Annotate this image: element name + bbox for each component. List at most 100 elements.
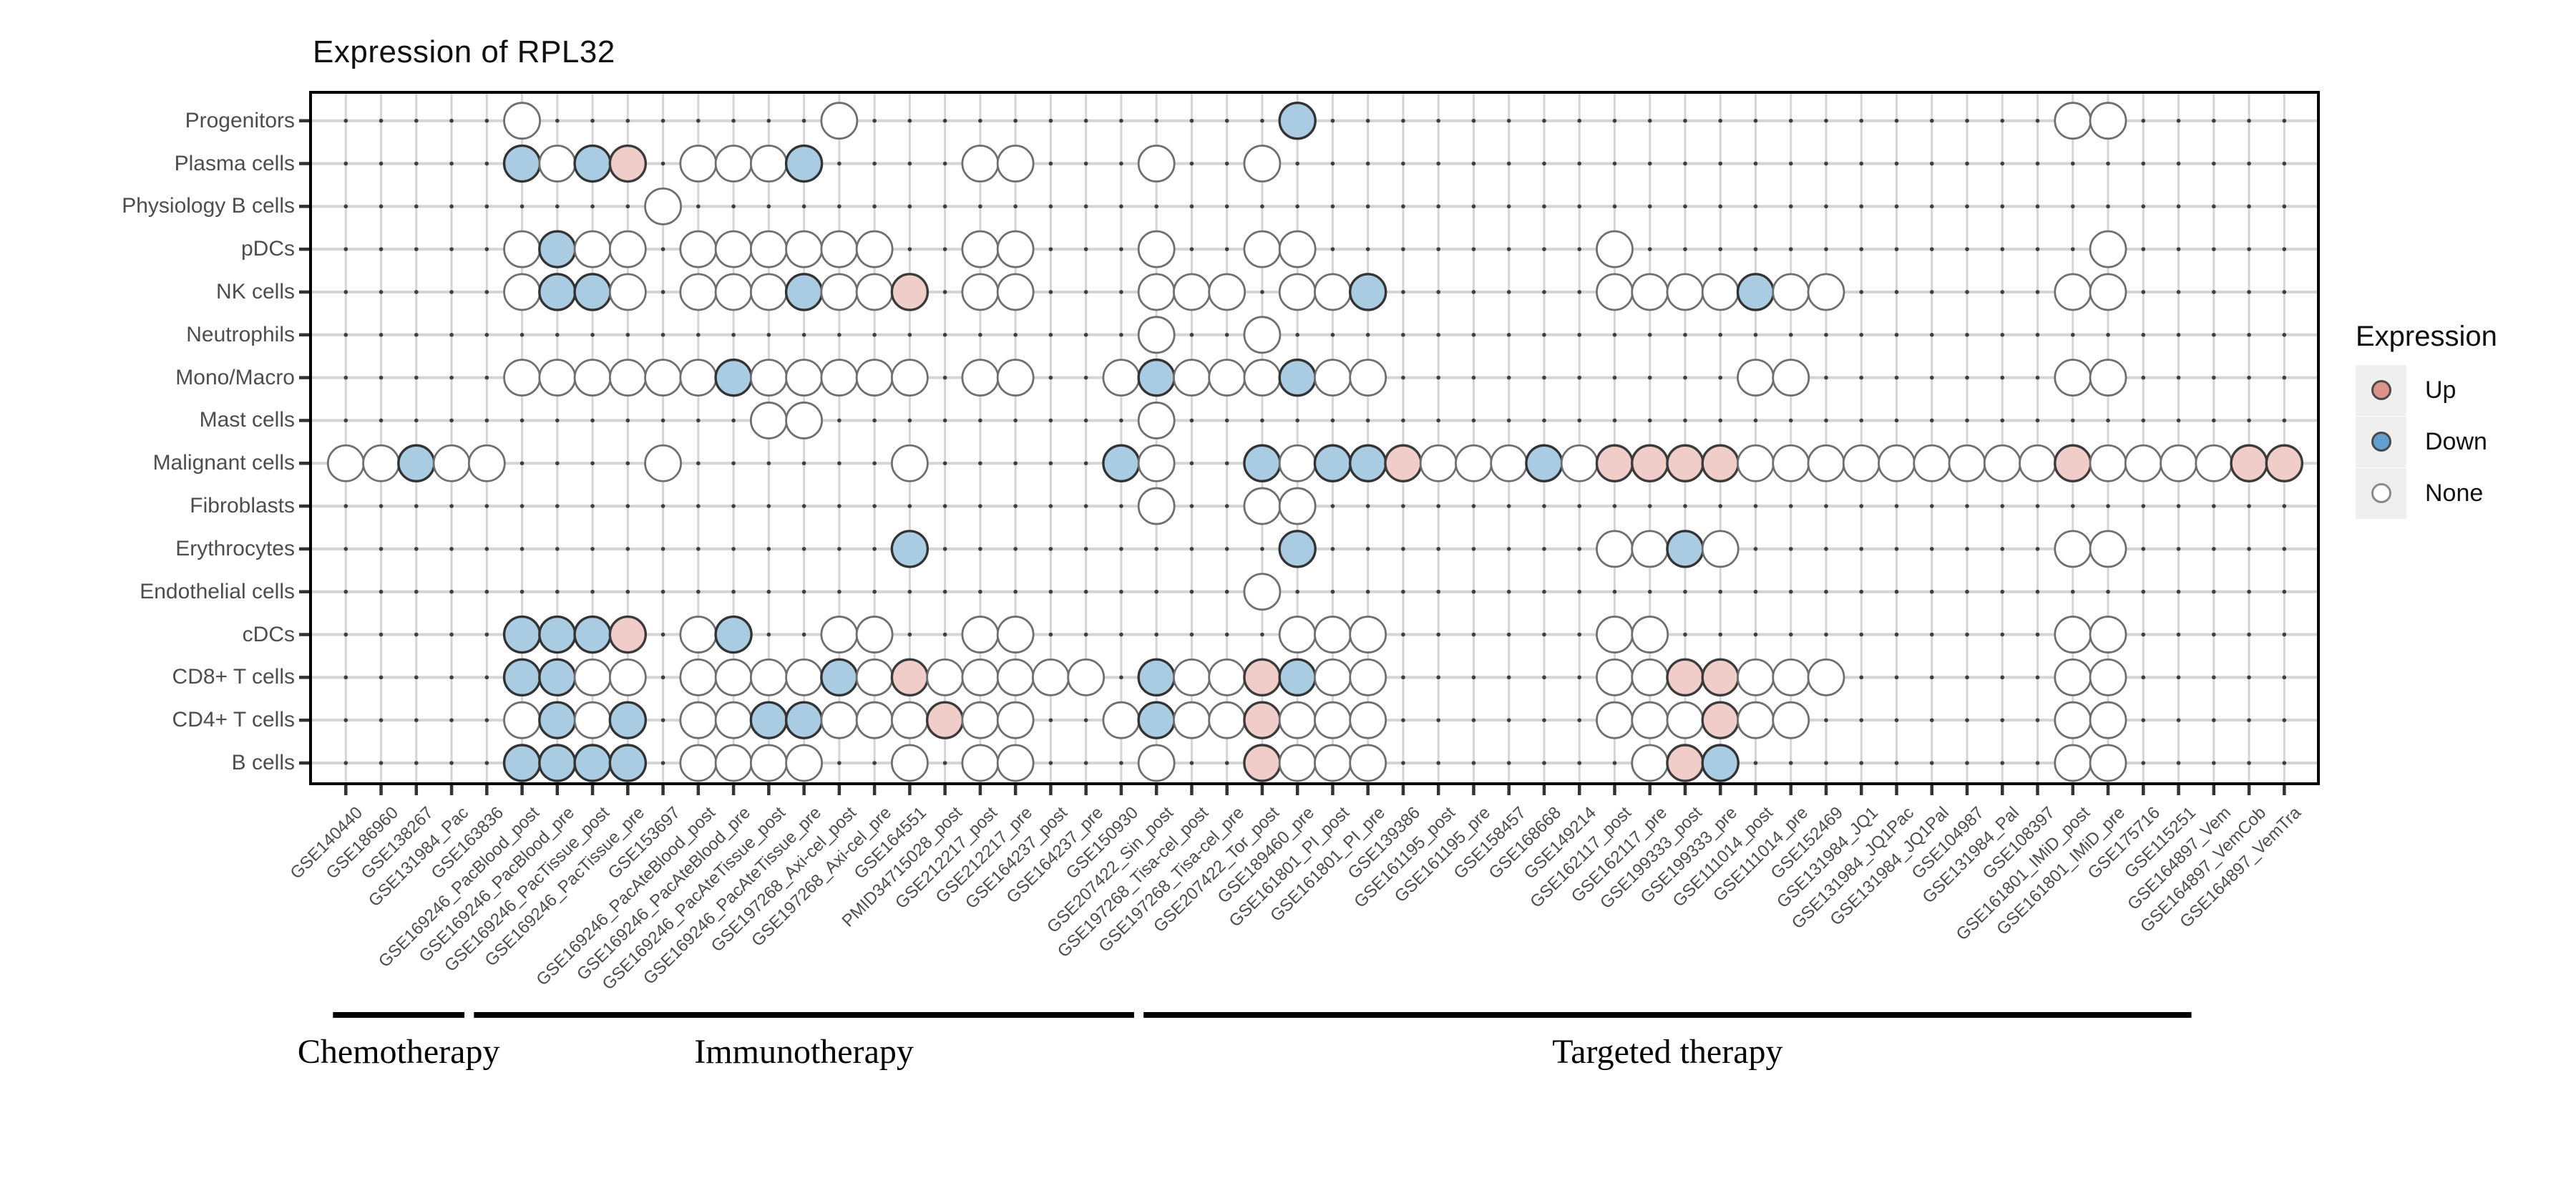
dot-down — [1137, 358, 1176, 397]
grid-node — [484, 589, 489, 594]
dot-none — [432, 444, 471, 482]
dot-none — [749, 273, 788, 311]
grid-node — [1929, 504, 1934, 508]
grid-node — [379, 204, 384, 209]
grid-node — [1577, 247, 1582, 251]
dot-none — [2054, 616, 2092, 653]
dot-none — [1913, 444, 1951, 482]
dot-up — [608, 144, 648, 183]
grid-node — [660, 333, 665, 337]
grid-node — [660, 290, 665, 294]
grid-node — [2106, 333, 2110, 337]
grid-node — [2035, 247, 2040, 251]
grid-node — [2176, 504, 2181, 508]
grid-node — [1436, 375, 1441, 380]
grid-node — [1824, 333, 1828, 337]
dot-none — [820, 701, 859, 739]
dot-none — [1842, 444, 1880, 482]
grid-node — [2141, 204, 2146, 209]
grid-node — [1542, 632, 1546, 637]
dot-none — [644, 187, 682, 225]
grid-node — [555, 461, 560, 466]
panel-border — [309, 91, 2320, 785]
grid-node — [449, 161, 454, 166]
grid-node — [1965, 589, 1969, 594]
grid-node — [1330, 504, 1335, 508]
grid-node — [1224, 418, 1229, 423]
grid-node — [1542, 204, 1546, 209]
grid-node — [766, 461, 771, 466]
row-label: Fibroblasts — [190, 494, 295, 518]
dot-none — [1173, 658, 1211, 696]
row-label: Malignant cells — [152, 451, 295, 475]
grid-node — [555, 333, 560, 337]
dot-up — [608, 615, 648, 654]
grid-node — [942, 118, 947, 123]
grid-node — [2141, 761, 2146, 765]
grid-node — [1330, 204, 1335, 209]
grid-node — [1154, 589, 1158, 594]
grid-node — [2141, 718, 2146, 722]
dot-none — [1243, 316, 1282, 354]
grid-node — [519, 589, 525, 594]
dot-none — [785, 744, 824, 782]
grid-node — [555, 118, 560, 123]
grid-node — [1083, 589, 1088, 594]
grid-node — [1471, 632, 1476, 637]
grid-node — [1753, 204, 1758, 209]
grid-node — [2212, 418, 2216, 423]
dot-down — [1278, 658, 1317, 697]
dot-none — [1737, 359, 1775, 397]
grid-node — [2176, 375, 2181, 380]
grid-node — [1224, 161, 1229, 166]
dot-none — [996, 616, 1035, 653]
grid-node — [625, 118, 630, 123]
dot-none — [1631, 273, 1669, 311]
grid-node — [2035, 375, 2040, 380]
dot-down — [1313, 444, 1352, 482]
grid-node — [449, 761, 454, 765]
dot-none — [1314, 616, 1352, 653]
row-label: CD4+ T cells — [172, 708, 295, 732]
grid-node — [2212, 375, 2216, 380]
grid-node — [1718, 118, 1723, 123]
dot-none — [855, 658, 894, 696]
grid-node — [1929, 761, 1934, 765]
dot-none — [2160, 444, 2197, 482]
grid-node — [379, 675, 384, 680]
grid-node — [1683, 204, 1687, 209]
grid-node — [1577, 204, 1582, 209]
dot-down — [573, 273, 612, 311]
grid-node — [1365, 333, 1370, 337]
dot-none — [820, 273, 859, 311]
grid-node — [1929, 375, 1934, 380]
grid-node — [1436, 761, 1441, 765]
dot-none — [1737, 658, 1775, 696]
row-label: Mast cells — [199, 408, 295, 432]
grid-node — [1506, 204, 1511, 209]
grid-node — [1401, 418, 1405, 423]
grid-node — [2141, 547, 2146, 551]
grid-node — [1718, 504, 1723, 508]
dot-none — [1737, 701, 1775, 739]
grid-node — [1965, 675, 1969, 680]
grid-node — [1436, 333, 1441, 337]
grid-node — [414, 718, 419, 722]
grid-node — [343, 761, 348, 765]
grid-node — [942, 589, 947, 594]
grid-node — [2141, 504, 2146, 508]
dot-down — [573, 144, 612, 183]
dot-none — [1278, 273, 1317, 311]
grid-node — [1859, 718, 1864, 722]
dot-none — [996, 273, 1035, 311]
grid-node — [801, 504, 806, 508]
dot-none — [644, 444, 682, 482]
grid-node — [1436, 675, 1441, 680]
grid-node — [1753, 418, 1758, 423]
grid-node — [414, 375, 419, 380]
legend-item-down: Down — [2356, 416, 2497, 467]
grid-node — [484, 333, 489, 337]
grid-node — [1929, 718, 1934, 722]
grid-node — [1753, 761, 1758, 765]
